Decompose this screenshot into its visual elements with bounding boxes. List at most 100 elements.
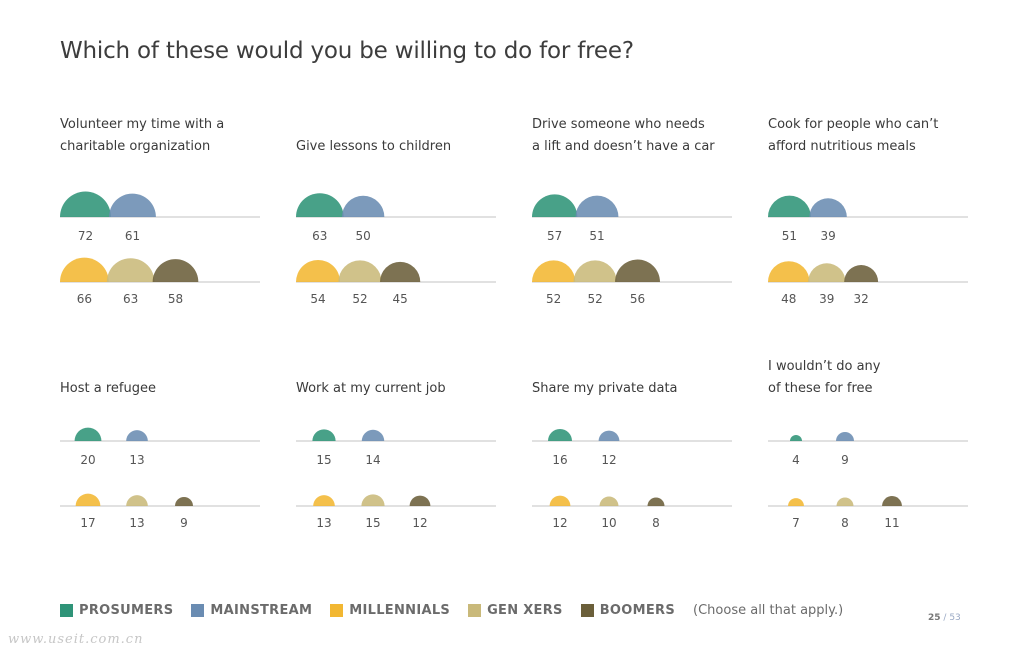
bubble-mainstream-work-at-my-current-job — [361, 429, 385, 441]
value-label-boomers-i-wouldn-t-do-any-of-these-for-free: 11 — [884, 516, 899, 530]
value-label-mainstream-volunteer-my-time-with-a-charitable-organization: 61 — [125, 229, 140, 243]
bubble-prosumers-work-at-my-current-job — [312, 429, 336, 441]
value-label-prosumers-drive-someone-who-needs-a-lift-and-doesn-t-have-a-car: 57 — [547, 229, 562, 243]
panel-label-volunteer-my-time-with-a-charitable-organization: Volunteer my time with a charitable organ… — [60, 114, 260, 158]
value-label-prosumers-volunteer-my-time-with-a-charitable-organization: 72 — [78, 229, 93, 243]
bubble-boomers-cook-for-people-who-can-t-afford-nutritious-meals — [844, 265, 879, 282]
bubble-millennials-give-lessons-to-children — [296, 259, 341, 282]
page-current: 25 — [928, 613, 941, 623]
value-label-mainstream-host-a-refugee: 13 — [129, 453, 144, 467]
value-label-prosumers-give-lessons-to-children: 63 — [312, 229, 327, 243]
bubble-boomers-share-my-private-data — [647, 497, 665, 506]
value-label-mainstream-work-at-my-current-job: 14 — [365, 453, 380, 467]
bubble-mainstream-i-wouldn-t-do-any-of-these-for-free — [836, 432, 854, 441]
value-label-boomers-share-my-private-data: 8 — [652, 516, 660, 530]
bubble-millennials-drive-someone-who-needs-a-lift-and-doesn-t-have-a-car — [532, 260, 576, 282]
bubble-gen-xers-cook-for-people-who-can-t-afford-nutritious-meals — [808, 263, 846, 282]
value-label-gen-xers-drive-someone-who-needs-a-lift-and-doesn-t-have-a-car: 52 — [588, 292, 603, 306]
panel-label-give-lessons-to-children: Give lessons to children — [296, 136, 496, 158]
value-label-mainstream-i-wouldn-t-do-any-of-these-for-free: 9 — [841, 453, 849, 467]
bubble-mainstream-volunteer-my-time-with-a-charitable-organization — [109, 193, 156, 217]
bubble-prosumers-volunteer-my-time-with-a-charitable-organization — [60, 191, 111, 217]
bubble-gen-xers-volunteer-my-time-with-a-charitable-organization — [106, 258, 155, 282]
legend-item-prosumers: PROSUMERS — [60, 603, 173, 618]
value-label-boomers-work-at-my-current-job: 12 — [412, 516, 427, 530]
legend-note: (Choose all that apply.) — [693, 602, 844, 618]
bubble-prosumers-i-wouldn-t-do-any-of-these-for-free — [790, 435, 802, 441]
value-label-millennials-drive-someone-who-needs-a-lift-and-doesn-t-have-a-car: 52 — [546, 292, 561, 306]
value-label-gen-xers-host-a-refugee: 13 — [129, 516, 144, 530]
panel-label-line: afford nutritious meals — [768, 139, 916, 154]
value-label-millennials-work-at-my-current-job: 13 — [316, 516, 331, 530]
panel-label-line: Drive someone who needs — [532, 117, 705, 132]
legend-swatch-mainstream — [191, 603, 205, 617]
value-label-gen-xers-cook-for-people-who-can-t-afford-nutritious-meals: 39 — [819, 292, 834, 306]
bubble-millennials-share-my-private-data — [549, 495, 571, 506]
panel-label-line: Give lessons to children — [296, 139, 452, 154]
value-label-millennials-host-a-refugee: 17 — [80, 516, 95, 530]
bubble-gen-xers-share-my-private-data — [599, 496, 619, 506]
panel-label-host-a-refugee: Host a refugee — [60, 378, 260, 400]
panel-label-line: Cook for people who can’t — [768, 117, 939, 132]
value-label-mainstream-share-my-private-data: 12 — [601, 453, 616, 467]
legend-swatch-boomers — [580, 603, 594, 617]
panel-label-cook-for-people-who-can-t-afford-nutritious-meals: Cook for people who can’t afford nutritio… — [768, 114, 968, 158]
panel-label-work-at-my-current-job: Work at my current job — [296, 378, 496, 400]
bubble-mainstream-host-a-refugee — [126, 430, 148, 441]
value-label-prosumers-cook-for-people-who-can-t-afford-nutritious-meals: 51 — [782, 229, 797, 243]
bubble-prosumers-host-a-refugee — [74, 427, 102, 441]
value-label-millennials-give-lessons-to-children: 54 — [310, 292, 325, 306]
bubble-gen-xers-work-at-my-current-job — [361, 494, 385, 506]
panel-label-line: Share my private data — [532, 381, 678, 396]
value-label-millennials-cook-for-people-who-can-t-afford-nutritious-meals: 48 — [781, 292, 796, 306]
bubble-boomers-work-at-my-current-job — [409, 495, 431, 506]
value-label-boomers-cook-for-people-who-can-t-afford-nutritious-meals: 32 — [854, 292, 869, 306]
value-label-gen-xers-share-my-private-data: 10 — [601, 516, 616, 530]
legend-swatch-gen-xers — [468, 603, 482, 617]
chart-title: Which of these would you be willing to d… — [60, 38, 634, 64]
bubble-mainstream-drive-someone-who-needs-a-lift-and-doesn-t-have-a-car — [575, 195, 619, 217]
bubble-prosumers-share-my-private-data — [548, 429, 572, 441]
legend-label: GEN XERS — [487, 602, 563, 618]
bubble-millennials-work-at-my-current-job — [313, 495, 335, 506]
panel-label-line: Volunteer my time with a — [60, 117, 225, 132]
legend-label: MILLENNIALS — [349, 602, 451, 618]
value-label-prosumers-share-my-private-data: 16 — [552, 453, 567, 467]
panel-label-drive-someone-who-needs-a-lift-and-doesn-t-have-a-car: Drive someone who needs a lift and doesn’… — [532, 114, 732, 158]
value-label-prosumers-work-at-my-current-job: 15 — [316, 453, 331, 467]
value-label-boomers-volunteer-my-time-with-a-charitable-organization: 58 — [168, 292, 183, 306]
bubble-gen-xers-drive-someone-who-needs-a-lift-and-doesn-t-have-a-car — [573, 260, 617, 282]
bubble-gen-xers-host-a-refugee — [126, 495, 148, 506]
value-label-mainstream-drive-someone-who-needs-a-lift-and-doesn-t-have-a-car: 51 — [589, 229, 604, 243]
bubble-millennials-host-a-refugee — [75, 493, 101, 506]
watermark: www.useit.com.cn — [8, 632, 144, 647]
value-label-gen-xers-i-wouldn-t-do-any-of-these-for-free: 8 — [841, 516, 849, 530]
page-separator: / — [943, 613, 947, 623]
bubble-prosumers-give-lessons-to-children — [296, 193, 344, 217]
value-label-boomers-drive-someone-who-needs-a-lift-and-doesn-t-have-a-car: 56 — [630, 292, 645, 306]
legend-item-mainstream: MAINSTREAM — [191, 603, 312, 618]
bubble-gen-xers-i-wouldn-t-do-any-of-these-for-free — [836, 497, 854, 506]
legend-label: BOOMERS — [599, 602, 676, 618]
legend-label: PROSUMERS — [79, 602, 174, 618]
panel-label-line: Work at my current job — [296, 381, 446, 396]
bubble-boomers-i-wouldn-t-do-any-of-these-for-free — [882, 496, 902, 506]
bubble-prosumers-cook-for-people-who-can-t-afford-nutritious-meals — [768, 195, 811, 217]
legend-swatch-millennials — [330, 603, 344, 617]
legend: PROSUMERS MAINSTREAM MILLENNIALS GEN XER… — [60, 600, 843, 620]
bubble-boomers-host-a-refugee — [175, 497, 193, 506]
bubble-millennials-i-wouldn-t-do-any-of-these-for-free — [788, 498, 804, 506]
bubble-prosumers-drive-someone-who-needs-a-lift-and-doesn-t-have-a-car — [532, 194, 578, 217]
value-label-boomers-host-a-refugee: 9 — [180, 516, 188, 530]
page-number: 25 / 53 — [928, 613, 961, 623]
panel-label-line: Host a refugee — [60, 381, 156, 396]
bubble-mainstream-share-my-private-data — [598, 430, 620, 441]
bubble-boomers-give-lessons-to-children — [380, 261, 421, 282]
bubble-boomers-drive-someone-who-needs-a-lift-and-doesn-t-have-a-car — [615, 259, 660, 282]
legend-swatch-prosumers — [60, 603, 73, 617]
bubble-mainstream-give-lessons-to-children — [341, 195, 385, 217]
value-label-millennials-share-my-private-data: 12 — [552, 516, 567, 530]
value-label-mainstream-give-lessons-to-children: 50 — [355, 229, 370, 243]
bubble-millennials-volunteer-my-time-with-a-charitable-organization — [60, 257, 109, 282]
